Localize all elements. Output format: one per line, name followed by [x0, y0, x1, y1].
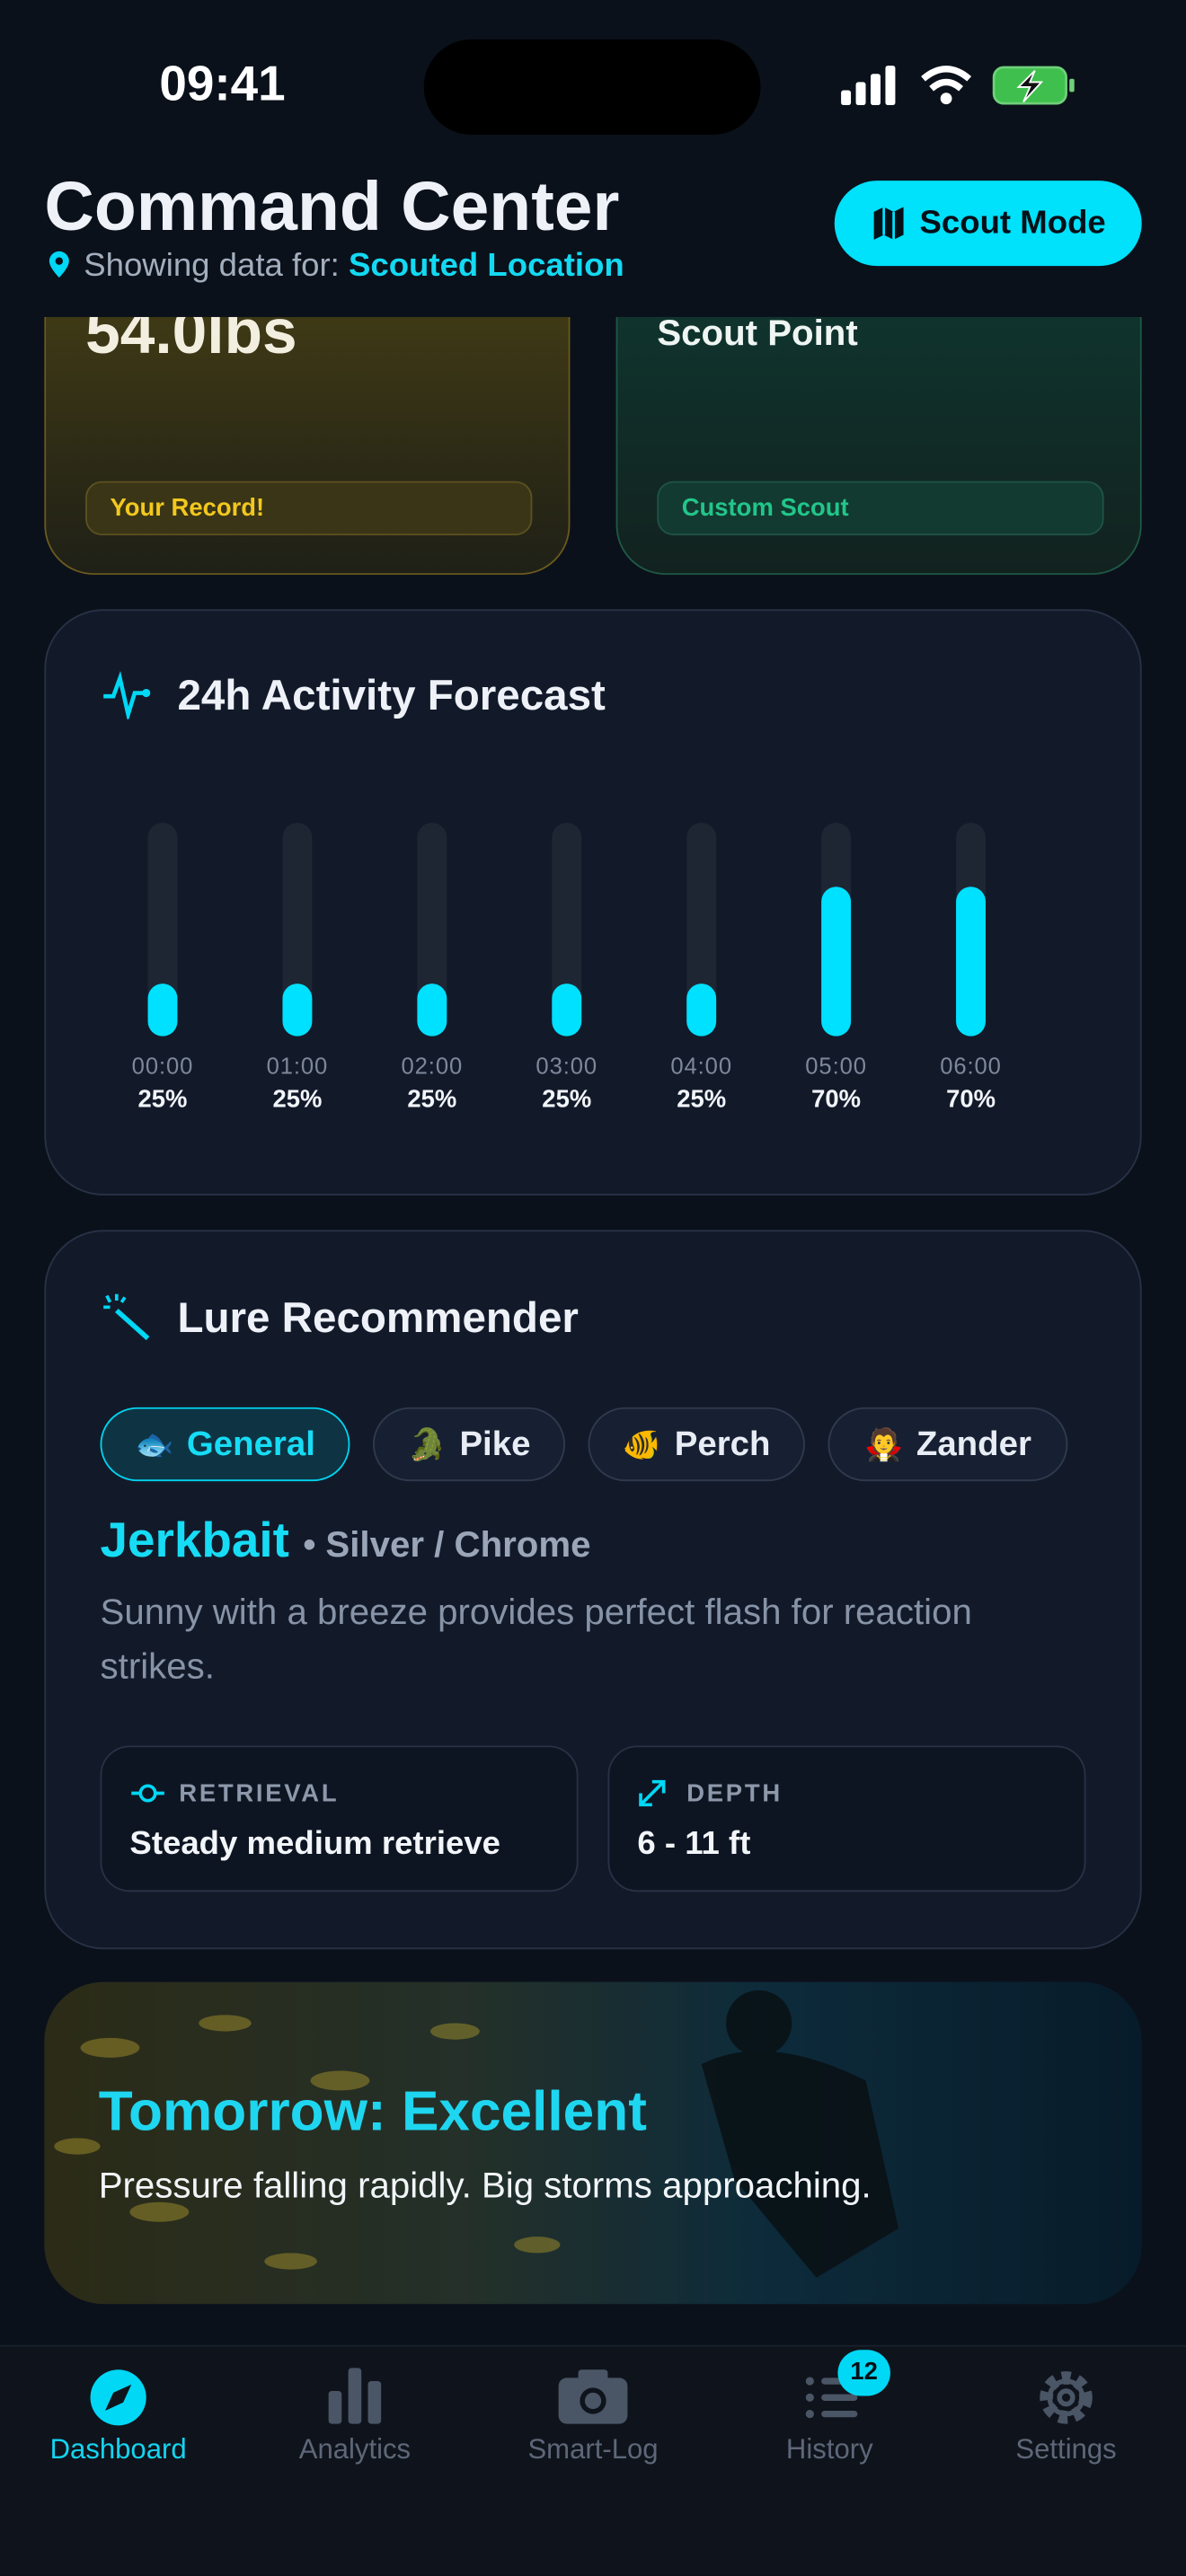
nav-label[interactable]: History	[785, 2433, 873, 2466]
bar-chart: 00:00 25% 01:00 25% 02:00 25% 03:00 25% 04:00 25%…	[46, 611, 1140, 1194]
retrieval-value: Steady medium retrieve	[129, 1826, 501, 1863]
subtitle: Showing data for: Scouted Location	[84, 248, 624, 286]
tab-icon: 🐠	[622, 1427, 662, 1463]
x-tick-label: 01:00	[266, 1052, 329, 1080]
chart-title: 24h Activity Forecast	[177, 669, 606, 719]
scout-mode-button[interactable]: Scout Mode	[834, 181, 1142, 267]
bar	[147, 983, 178, 1037]
tab-label: General	[186, 1425, 315, 1463]
nav-label[interactable]: Dashboard	[49, 2433, 187, 2466]
bar	[282, 983, 313, 1037]
pin-icon	[49, 251, 69, 278]
lure-color: Silver / Chrome	[325, 1523, 591, 1566]
bar	[417, 983, 447, 1037]
dynamic-island	[423, 39, 761, 135]
lure-heading: Jerkbait • Silver / Chrome	[101, 1514, 591, 1570]
tab-label: Pike	[459, 1425, 531, 1463]
x-tick-label: 02:00	[401, 1052, 464, 1080]
banner-art	[44, 1981, 1142, 2305]
banner-text: Pressure falling rapidly. Big storms app…	[98, 2164, 872, 2206]
record-cards: 54.0lbs Your Record! Scout Point Custom …	[0, 316, 1186, 596]
lure-name: Jerkbait	[100, 1513, 289, 1569]
tab-icon: 🧛	[863, 1427, 904, 1463]
badge: Your Record!	[85, 481, 533, 536]
lure-title: Lure Recommender	[177, 1292, 579, 1342]
depth-label: DEPTH	[686, 1779, 783, 1808]
forecast-banner[interactable]: Tomorrow: Excellent Pressure falling rap…	[44, 1981, 1142, 2305]
value-label: 25%	[542, 1085, 592, 1114]
page-title: Command Center	[44, 167, 620, 245]
wand-icon	[103, 1293, 150, 1341]
record-card[interactable]: 54.0lbs Your Record!	[44, 316, 571, 575]
species-tab[interactable]: 🐊 Pike	[373, 1407, 565, 1482]
nav-label[interactable]: Smart-Log	[527, 2433, 659, 2466]
value-label: 70%	[946, 1085, 996, 1114]
map-icon	[873, 207, 904, 240]
value-label: 25%	[677, 1085, 727, 1114]
lure-description: Sunny with a breeze provides perfect fla…	[100, 1591, 972, 1687]
tab-label: Zander	[916, 1425, 1031, 1463]
value-label: 25%	[137, 1085, 188, 1114]
button-label: Scout Mode	[919, 204, 1106, 241]
location[interactable]: Scouted Location	[348, 248, 624, 285]
scout-card[interactable]: Scout Point Custom Scout	[615, 316, 1142, 575]
scout-title: Scout Point	[657, 316, 858, 354]
record-value: 54.0lbs	[85, 316, 297, 368]
pulse-icon	[103, 671, 151, 719]
x-tick-label: 00:00	[131, 1052, 194, 1080]
value-label: 70%	[811, 1085, 862, 1114]
lure-color-wrap: • Silver / Chrome	[303, 1524, 590, 1566]
x-tick-label: 03:00	[535, 1052, 598, 1080]
species-tab[interactable]: 🐠 Perch	[588, 1407, 805, 1482]
retrieval-box: RETRIEVAL Steady medium retrieve	[100, 1745, 579, 1892]
species-tab[interactable]: 🐟 General	[100, 1407, 350, 1482]
nav-icons	[90, 2368, 1093, 2426]
subtitle-label: Showing data for:	[84, 248, 340, 285]
clock: 09:41	[159, 57, 286, 112]
depth-box: DEPTH 6 - 11 ft	[607, 1745, 1086, 1892]
nav-label[interactable]: Settings	[1015, 2433, 1117, 2466]
retrieval-icon	[131, 1784, 164, 1803]
header: 09:41 Command Center Showing data for: S…	[0, 0, 1186, 317]
bar	[686, 983, 717, 1037]
x-tick-label: 04:00	[670, 1052, 732, 1080]
bar	[552, 983, 582, 1037]
value-label: 25%	[407, 1085, 457, 1114]
depth-value: 6 - 11 ft	[637, 1826, 751, 1863]
banner-title: Tomorrow: Excellent	[98, 2080, 647, 2143]
forecast-card: 24h Activity Forecast 00:00 25% 01:00 25% 02…	[44, 609, 1142, 1196]
separator: •	[303, 1523, 316, 1566]
depth-icon	[639, 1779, 666, 1807]
history-badge: 12	[837, 2350, 890, 2396]
nav-label[interactable]: Analytics	[298, 2433, 412, 2466]
bar	[821, 887, 852, 1037]
badge: Custom Scout	[657, 481, 1104, 536]
retrieval-label: RETRIEVAL	[179, 1779, 340, 1808]
bar	[956, 887, 986, 1037]
species-tab[interactable]: 🧛 Zander	[828, 1407, 1068, 1482]
tab-icon: 🐟	[135, 1427, 174, 1463]
status-icons	[841, 66, 1075, 106]
value-label: 25%	[272, 1085, 323, 1114]
x-tick-label: 05:00	[805, 1052, 867, 1080]
tab-label: Perch	[674, 1425, 771, 1463]
x-tick-label: 06:00	[940, 1052, 1002, 1080]
tab-icon: 🐊	[407, 1427, 447, 1463]
